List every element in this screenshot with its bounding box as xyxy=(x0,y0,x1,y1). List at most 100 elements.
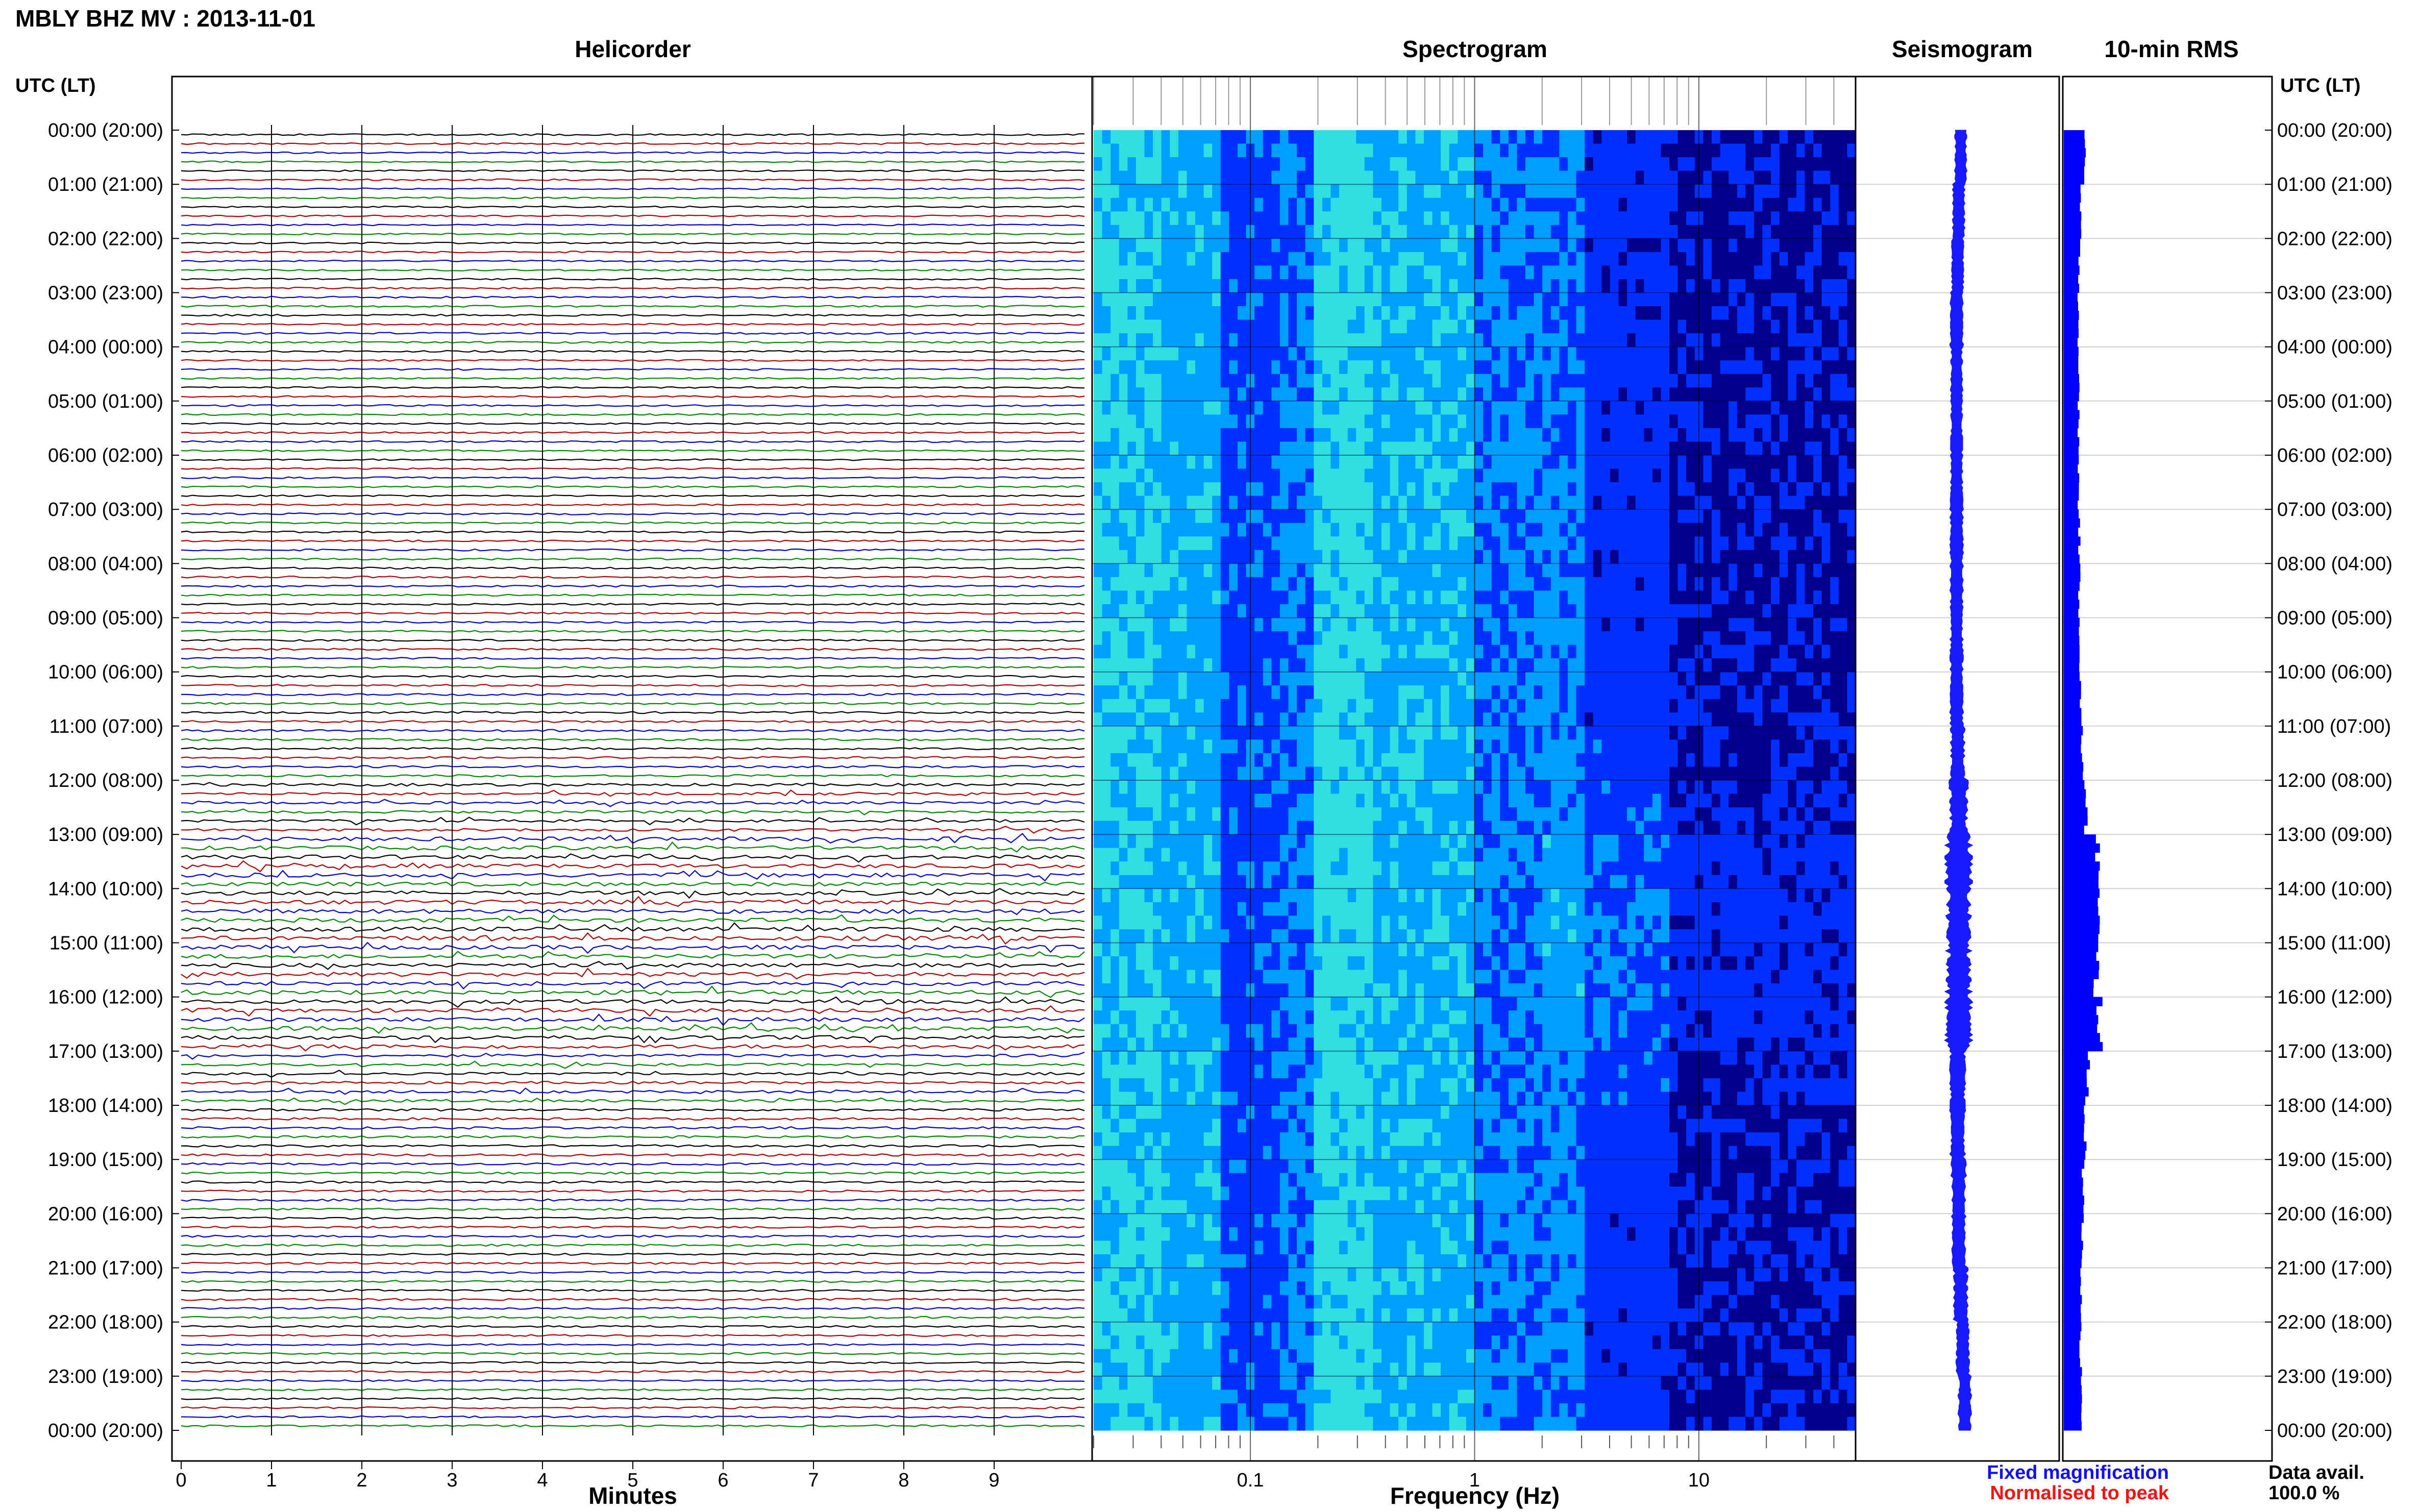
spectrogram-cell xyxy=(1119,780,1128,795)
spectrogram-cell xyxy=(1144,509,1153,524)
spectrogram-cell xyxy=(1415,712,1424,727)
spectrogram-cell xyxy=(1627,130,1636,144)
spectrogram-cell xyxy=(1102,848,1111,862)
spectrogram-cell xyxy=(1263,333,1272,348)
spectrogram-cell xyxy=(1415,645,1424,659)
spectrogram-cell xyxy=(1161,753,1170,767)
spectrogram-cell xyxy=(1821,780,1831,795)
spectrogram-cell xyxy=(1373,875,1382,889)
spectrogram-cell xyxy=(1788,861,1797,876)
spectrogram-cell xyxy=(1119,821,1128,835)
spectrogram-cell xyxy=(1406,401,1416,415)
spectrogram-cell xyxy=(1280,848,1289,862)
spectrogram-cell xyxy=(1449,292,1458,307)
spectrogram-cell xyxy=(1314,807,1323,822)
spectrogram-cell xyxy=(1821,726,1831,740)
spectrogram-cell xyxy=(1119,861,1128,876)
spectrogram-cell xyxy=(1339,401,1348,415)
spectrogram-cell xyxy=(1830,577,1839,591)
spectrogram-cell xyxy=(1424,225,1433,239)
spectrogram-cell xyxy=(1661,658,1670,673)
spectrogram-cell xyxy=(1161,184,1170,199)
spectrogram-cell xyxy=(1356,550,1365,564)
spectrogram-cell xyxy=(1677,794,1687,808)
spectrogram-cell xyxy=(1568,130,1577,144)
spectrogram-cell xyxy=(1627,387,1636,402)
spectrogram-cell xyxy=(1762,780,1771,795)
spectrogram-cell xyxy=(1550,360,1560,375)
spectrogram-cell xyxy=(1153,306,1162,320)
spectrogram-cell xyxy=(1144,197,1153,212)
spectrogram-cell xyxy=(1398,346,1408,361)
spectrogram-cell xyxy=(1677,279,1687,293)
spectrogram-cell xyxy=(1652,699,1662,713)
spectrogram-cell xyxy=(1686,861,1695,876)
spectrogram-cell xyxy=(1788,211,1797,226)
spectrogram-cell xyxy=(1364,604,1373,618)
spectrogram-cell xyxy=(1508,455,1518,469)
spectrogram-cell xyxy=(1644,509,1653,524)
spectrogram-cell xyxy=(1305,184,1314,199)
spectrogram-cell xyxy=(1483,699,1492,713)
spectrogram-cell xyxy=(1187,252,1196,266)
spectrogram-cell xyxy=(1838,739,1847,754)
spectrogram-cell xyxy=(1813,197,1822,212)
spectrogram-cell xyxy=(1779,333,1788,348)
spectrogram-cell xyxy=(1779,604,1788,618)
spectrogram-cell xyxy=(1153,292,1162,307)
spectrogram-cell xyxy=(1195,495,1204,510)
spectrogram-cell xyxy=(1280,401,1289,415)
spectrogram-cell xyxy=(1517,495,1526,510)
spectrogram-cell xyxy=(1805,523,1814,537)
spectrogram-cell xyxy=(1178,821,1188,835)
spectrogram-cell xyxy=(1669,482,1679,497)
spectrogram-cell xyxy=(1187,753,1196,767)
spectrogram-cell xyxy=(1144,712,1153,727)
spectrogram-cell xyxy=(1094,130,1103,144)
spectrogram-cell xyxy=(1347,848,1356,862)
spectrogram-cell xyxy=(1601,577,1611,591)
spectrogram-cell xyxy=(1212,143,1221,158)
spectrogram-cell xyxy=(1314,401,1323,415)
spectrogram-cell xyxy=(1618,794,1627,808)
spectrogram-cell xyxy=(1508,780,1518,795)
spectrogram-cell xyxy=(1838,292,1847,307)
spectrogram-cell xyxy=(1381,455,1391,469)
spectrogram-cell xyxy=(1449,766,1458,781)
spectrogram-cell xyxy=(1601,441,1611,456)
spectrogram-cell xyxy=(1432,495,1441,510)
spectrogram-cell xyxy=(1585,834,1594,849)
spectrogram-cell xyxy=(1178,197,1188,212)
spectrogram-cell xyxy=(1271,238,1280,253)
spectrogram-cell xyxy=(1686,509,1695,524)
spectrogram-cell xyxy=(1170,360,1179,375)
spectrogram-cell xyxy=(1094,252,1103,266)
spectrogram-cell xyxy=(1203,468,1213,483)
spectrogram-cell xyxy=(1406,455,1416,469)
spectrogram-cell xyxy=(1288,577,1297,591)
spectrogram-cell xyxy=(1364,766,1373,781)
spectrogram-cell xyxy=(1762,631,1771,646)
spectrogram-cell xyxy=(1127,821,1137,835)
spectrogram-cell xyxy=(1330,414,1340,429)
spectrogram-cell xyxy=(1364,699,1373,713)
spectrogram-cell xyxy=(1406,441,1416,456)
spectrogram-cell xyxy=(1686,265,1695,280)
spectrogram-cell xyxy=(1652,577,1662,591)
spectrogram-cell xyxy=(1330,807,1340,822)
spectrogram-cell xyxy=(1483,523,1492,537)
spectrogram-cell xyxy=(1212,468,1221,483)
spectrogram-cell xyxy=(1779,658,1788,673)
spectrogram-cell xyxy=(1830,563,1839,578)
spectrogram-cell xyxy=(1652,428,1662,442)
spectrogram-cell xyxy=(1601,319,1611,334)
spectrogram-cell xyxy=(1500,482,1509,497)
spectrogram-cell xyxy=(1669,821,1679,835)
spectrogram-cell xyxy=(1458,834,1467,849)
spectrogram-cell xyxy=(1821,197,1831,212)
spectrogram-cell xyxy=(1568,401,1577,415)
spectrogram-cell xyxy=(1297,699,1306,713)
spectrogram-cell xyxy=(1508,631,1518,646)
spectrogram-cell xyxy=(1339,130,1348,144)
spectrogram-cell xyxy=(1491,821,1500,835)
